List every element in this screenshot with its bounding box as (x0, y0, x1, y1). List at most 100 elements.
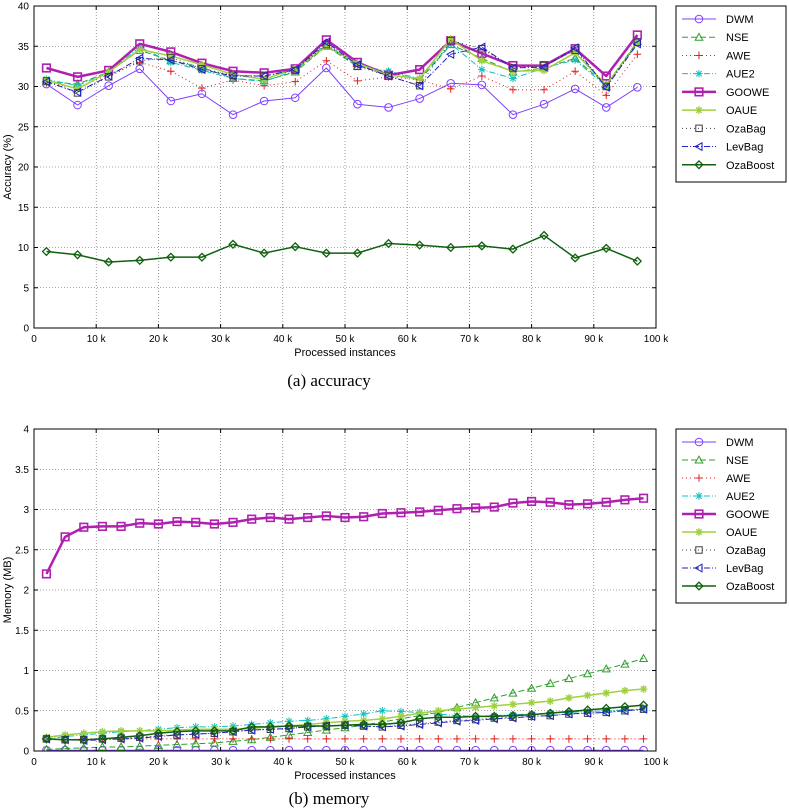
memory-point-ozaboost (135, 730, 145, 741)
memory-point-aue2 (247, 720, 256, 729)
accuracy-point-goowe (41, 63, 52, 73)
memory-point-ozaboost (172, 726, 182, 737)
memory-point-ozaboost (209, 726, 220, 736)
accuracy-point-levbag (290, 64, 299, 75)
memory-point-dwm (396, 745, 406, 751)
memory-y-tick-label: 2 (23, 586, 29, 597)
accuracy-point-oaue (135, 45, 144, 54)
memory-point-ozaboost (321, 721, 332, 731)
memory-legend-marker-ozabag (695, 546, 703, 554)
accuracy-point-levbag (539, 62, 548, 72)
memory-point-oaue (453, 705, 461, 713)
accuracy-y-tick-label: 20 (18, 163, 30, 174)
memory-point-levbag (452, 716, 461, 726)
accuracy-point-oaue (446, 35, 455, 43)
accuracy-y-tick-label: 5 (23, 283, 29, 294)
memory-y-tick-label: 2.5 (15, 545, 29, 556)
accuracy-y-tick-label: 35 (18, 42, 30, 53)
accuracy-point-levbag (166, 55, 175, 65)
memory-point-goowe (209, 519, 219, 529)
memory-point-aue2 (341, 712, 349, 721)
memory-point-nse (545, 678, 555, 687)
memory-point-awe (397, 735, 405, 743)
memory-point-dwm (471, 745, 480, 751)
accuracy-x-tick-label: 70 k (460, 334, 480, 345)
memory-y-tick-label: 3 (23, 505, 29, 516)
memory-caption: (b) memory (289, 789, 370, 808)
accuracy-point-aue2 (198, 66, 206, 75)
memory-point-goowe (452, 504, 462, 514)
memory-point-awe (415, 735, 424, 743)
accuracy-legend-label-awe: AWE (726, 50, 751, 62)
memory-x-axis-label: Processed instances (294, 770, 396, 782)
accuracy-point-ozaboost (166, 252, 176, 262)
accuracy-x-tick-label: 20 k (149, 334, 169, 345)
accuracy-series-line-levbag (46, 41, 638, 93)
accuracy-point-dwm (539, 99, 549, 109)
memory-point-nse (508, 688, 518, 697)
accuracy-point-dwm (290, 93, 300, 103)
memory-legend-label-goowe: GOOWE (726, 509, 769, 521)
accuracy-point-goowe (72, 72, 83, 82)
memory-point-aue2 (453, 711, 461, 720)
memory-point-nse (228, 736, 238, 745)
accuracy-y-tick-label: 30 (18, 82, 30, 93)
memory-point-awe (583, 735, 592, 743)
memory-legend-label-awe: AWE (726, 473, 751, 485)
memory-point-goowe (97, 521, 108, 532)
memory-x-tick-label: 60 k (398, 757, 418, 768)
memory-point-awe (639, 735, 648, 743)
memory-point-dwm (359, 745, 368, 751)
memory-legend-marker-oaue (695, 528, 703, 536)
memory-point-nse (526, 683, 537, 692)
memory-point-goowe (284, 514, 294, 524)
memory-point-nse (116, 742, 126, 751)
memory-legend: DWM NSE AWE AUE2 GOOWE OAUE OzaBag LevBag OzaBoo… (675, 428, 787, 604)
memory-point-dwm (452, 745, 462, 751)
accuracy-point-oaue (540, 66, 548, 75)
memory-point-awe (621, 735, 629, 743)
accuracy-point-dwm (415, 94, 424, 103)
accuracy-point-awe (446, 85, 455, 93)
memory-legend-marker-goowe (694, 509, 704, 519)
memory-x-tick-label: 20 k (149, 757, 169, 768)
accuracy-legend-marker-oaue (695, 106, 703, 114)
memory-point-aue2 (322, 715, 331, 723)
memory-legend-marker-ozaboost (694, 581, 704, 591)
memory-point-dwm (639, 745, 648, 751)
accuracy-point-ozaboost (41, 246, 52, 257)
memory-point-oaue (117, 727, 125, 735)
accuracy-point-awe (478, 72, 486, 80)
memory-point-dwm (340, 745, 350, 751)
accuracy-point-ozaboost (197, 252, 207, 262)
memory-point-dwm (247, 745, 256, 751)
memory-point-levbag (638, 704, 648, 714)
accuracy-point-awe (322, 56, 331, 65)
accuracy-point-oaue (291, 64, 300, 73)
accuracy-point-dwm (228, 110, 238, 119)
memory-point-oaue (639, 685, 648, 693)
memory-legend-marker-aue2 (695, 492, 703, 500)
memory-point-oaue (378, 715, 387, 723)
memory-legend-marker-dwm (694, 437, 704, 447)
memory-point-oaue (583, 691, 592, 700)
memory-point-aue2 (509, 710, 517, 719)
memory-point-oaue (546, 697, 555, 705)
memory-point-levbag (470, 715, 480, 726)
memory-y-tick-label: 3.5 (15, 465, 29, 476)
accuracy-point-aue2 (571, 56, 579, 64)
memory-point-ozaboost (452, 712, 462, 722)
accuracy-point-ozaboost (259, 248, 269, 258)
memory-point-levbag (153, 731, 162, 742)
memory-point-awe (565, 735, 573, 743)
accuracy-point-levbag (477, 42, 486, 52)
memory-point-ozaboost (358, 719, 369, 730)
accuracy-point-ozaboost (383, 238, 394, 249)
memory-point-oaue (490, 702, 499, 710)
memory-point-aue2 (397, 707, 405, 716)
accuracy-point-ozaboost (352, 248, 363, 258)
accuracy-point-goowe (601, 71, 611, 81)
memory-point-dwm (415, 745, 424, 751)
accuracy-point-dwm (166, 96, 176, 106)
memory-point-dwm (564, 745, 574, 751)
